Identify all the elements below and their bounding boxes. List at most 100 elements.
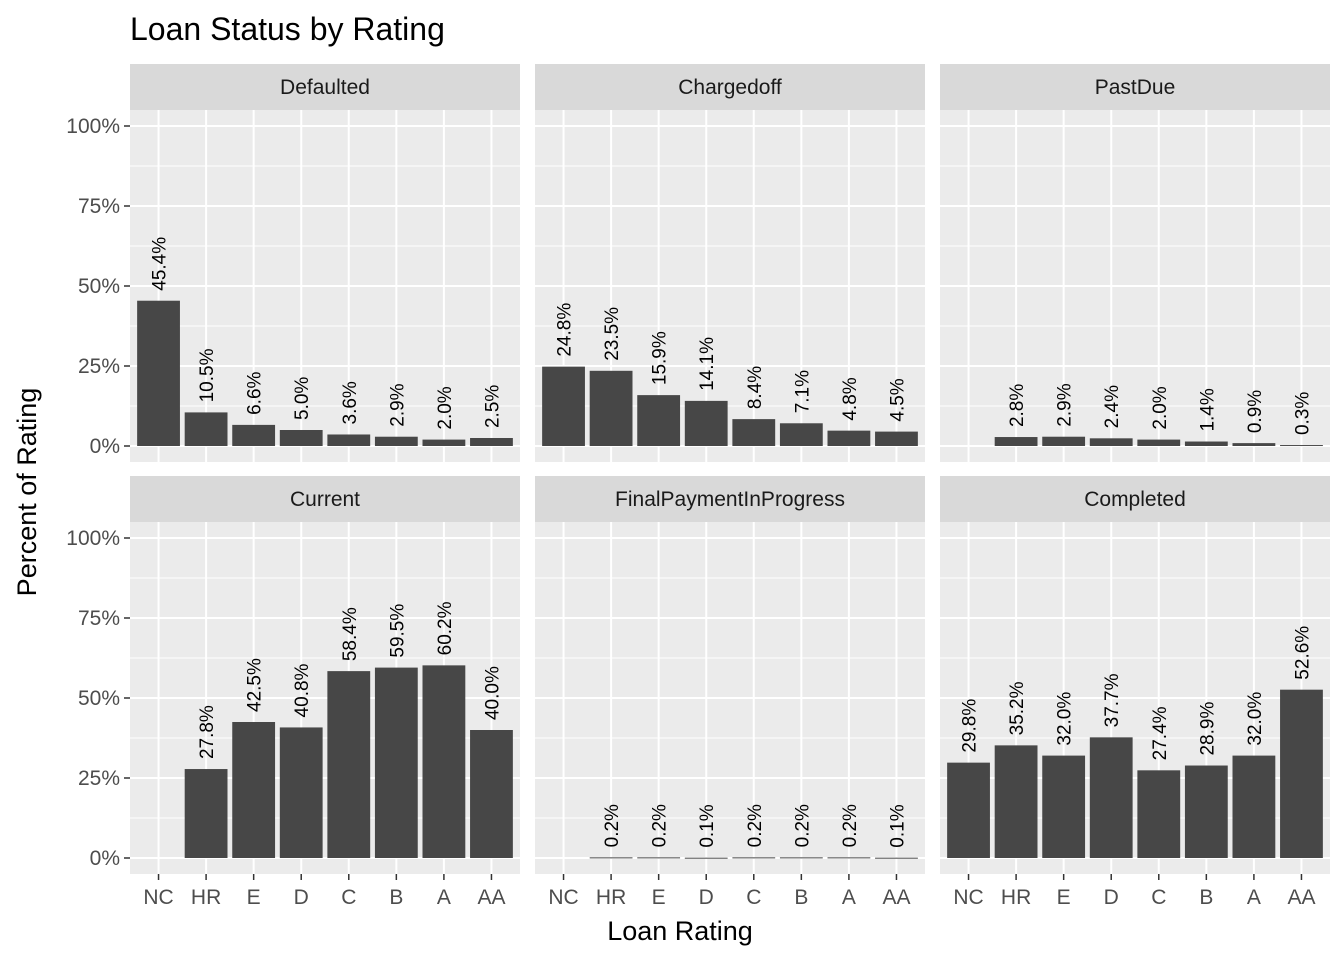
bar-e bbox=[1042, 436, 1086, 446]
bar-d bbox=[684, 400, 728, 446]
bar-aa bbox=[1280, 689, 1323, 858]
facet-strip-label: FinalPaymentInProgress bbox=[615, 488, 845, 511]
bar-label: 2.8% bbox=[1007, 384, 1028, 427]
bar-label: 4.8% bbox=[840, 377, 861, 420]
bar-label: 4.5% bbox=[887, 378, 908, 421]
x-tick-label: E bbox=[1057, 886, 1071, 909]
facet-strip bbox=[130, 476, 520, 522]
x-tick-label: NC bbox=[548, 886, 578, 909]
bar-label: 59.5% bbox=[387, 604, 408, 658]
bar-hr bbox=[184, 412, 228, 446]
facet-panel-pastdue: PastDue 2.8% 2.9% 2.4% 2.0% 1.4% 0.9% 0.3% bbox=[940, 64, 1330, 462]
facet-strip-label: Defaulted bbox=[280, 76, 370, 99]
facet-strip-label: Chargedoff bbox=[678, 76, 782, 99]
x-tick-label: E bbox=[652, 886, 666, 909]
bar-d bbox=[1089, 737, 1133, 858]
bar-label: 27.8% bbox=[197, 705, 218, 759]
bar-label: 40.8% bbox=[292, 663, 313, 717]
bar-label: 2.0% bbox=[1150, 386, 1171, 429]
bar-label: 0.9% bbox=[1245, 390, 1266, 433]
y-tick-label: 75% bbox=[78, 195, 120, 218]
facet-panel-completed: Completed 29.8% 35.2% 32.0% 37.7% 27.4% 28.9% 3… bbox=[940, 476, 1330, 909]
bar-aa bbox=[875, 431, 918, 446]
bar-aa bbox=[1280, 445, 1323, 447]
x-tick-label: C bbox=[1151, 886, 1166, 909]
bar-label: 2.5% bbox=[482, 385, 503, 428]
facet-strip bbox=[940, 64, 1330, 110]
x-tick-label: E bbox=[247, 886, 261, 909]
x-tick-label: A bbox=[842, 886, 856, 909]
bar-e bbox=[637, 857, 681, 859]
bar-label: 2.9% bbox=[1055, 383, 1076, 426]
x-tick-label: D bbox=[1104, 886, 1119, 909]
bar-label: 32.0% bbox=[1055, 692, 1076, 746]
bar-label: 15.9% bbox=[650, 331, 671, 385]
x-tick-label: AA bbox=[1287, 886, 1315, 909]
x-tick-label: HR bbox=[596, 886, 626, 909]
bar-d bbox=[279, 727, 323, 858]
bar-a bbox=[422, 439, 466, 446]
bar-aa bbox=[875, 857, 918, 859]
bar-label: 0.2% bbox=[792, 804, 813, 847]
bar-a bbox=[422, 665, 466, 858]
bar-e bbox=[232, 424, 276, 446]
x-tick-label: B bbox=[389, 886, 403, 909]
bar-d bbox=[684, 857, 728, 859]
x-tick-label: HR bbox=[191, 886, 221, 909]
bar-c bbox=[732, 419, 776, 446]
facet-panel-current: Current 27.8% 42.5% 40.8% 58.4% 59.5% 60.2% 40.… bbox=[66, 476, 520, 909]
bar-label: 2.4% bbox=[1102, 385, 1123, 428]
bar-d bbox=[279, 430, 323, 446]
bar-e bbox=[1042, 755, 1086, 858]
bar-label: 3.6% bbox=[340, 381, 361, 424]
x-tick-label: NC bbox=[953, 886, 983, 909]
bar-c bbox=[1137, 439, 1181, 446]
bar-label: 60.2% bbox=[435, 601, 456, 655]
facet-strip-label: PastDue bbox=[1095, 76, 1176, 99]
x-axis-title: Loan Rating bbox=[607, 916, 753, 946]
bar-label: 58.4% bbox=[340, 607, 361, 661]
bar-a bbox=[827, 430, 871, 446]
bar-label: 42.5% bbox=[245, 658, 266, 712]
bar-label: 5.0% bbox=[292, 377, 313, 420]
facet-strip bbox=[940, 476, 1330, 522]
bar-label: 32.0% bbox=[1245, 692, 1266, 746]
facet-strip bbox=[535, 476, 925, 522]
bar-c bbox=[732, 857, 776, 859]
bar-label: 52.6% bbox=[1292, 626, 1313, 680]
y-tick-label: 50% bbox=[78, 275, 120, 298]
bar-hr bbox=[184, 769, 228, 858]
bar-b bbox=[779, 857, 823, 859]
bar-label: 0.2% bbox=[650, 804, 671, 847]
bar-a bbox=[1232, 755, 1276, 858]
bar-b bbox=[779, 423, 823, 446]
bar-nc bbox=[542, 366, 585, 446]
x-tick-label: D bbox=[699, 886, 714, 909]
y-tick-label: 25% bbox=[78, 355, 120, 378]
bar-label: 37.7% bbox=[1102, 673, 1123, 727]
facet-panel-finalpaymentinprogress: FinalPaymentInProgress 0.2% 0.2% 0.1% 0.2% 0.… bbox=[535, 476, 925, 909]
bar-c bbox=[327, 434, 371, 446]
x-tick-label: AA bbox=[477, 886, 505, 909]
bar-label: 40.0% bbox=[482, 666, 503, 720]
bar-e bbox=[637, 395, 681, 446]
x-tick-label: NC bbox=[143, 886, 173, 909]
bar-b bbox=[1184, 441, 1228, 446]
bar-nc bbox=[947, 762, 990, 858]
x-tick-label: A bbox=[437, 886, 451, 909]
bar-label: 45.4% bbox=[150, 237, 171, 291]
bar-hr bbox=[589, 370, 633, 446]
y-tick-label: 75% bbox=[78, 607, 120, 630]
facet-strip bbox=[535, 64, 925, 110]
y-tick-label: 0% bbox=[90, 847, 120, 870]
bar-aa bbox=[470, 438, 513, 446]
x-tick-label: D bbox=[294, 886, 309, 909]
bar-label: 7.1% bbox=[792, 370, 813, 413]
bar-label: 8.4% bbox=[745, 366, 766, 409]
facet-strip-label: Current bbox=[290, 488, 360, 511]
bar-label: 35.2% bbox=[1007, 681, 1028, 735]
bar-a bbox=[1232, 443, 1276, 446]
bar-c bbox=[327, 671, 371, 858]
y-tick-label: 100% bbox=[66, 115, 120, 138]
